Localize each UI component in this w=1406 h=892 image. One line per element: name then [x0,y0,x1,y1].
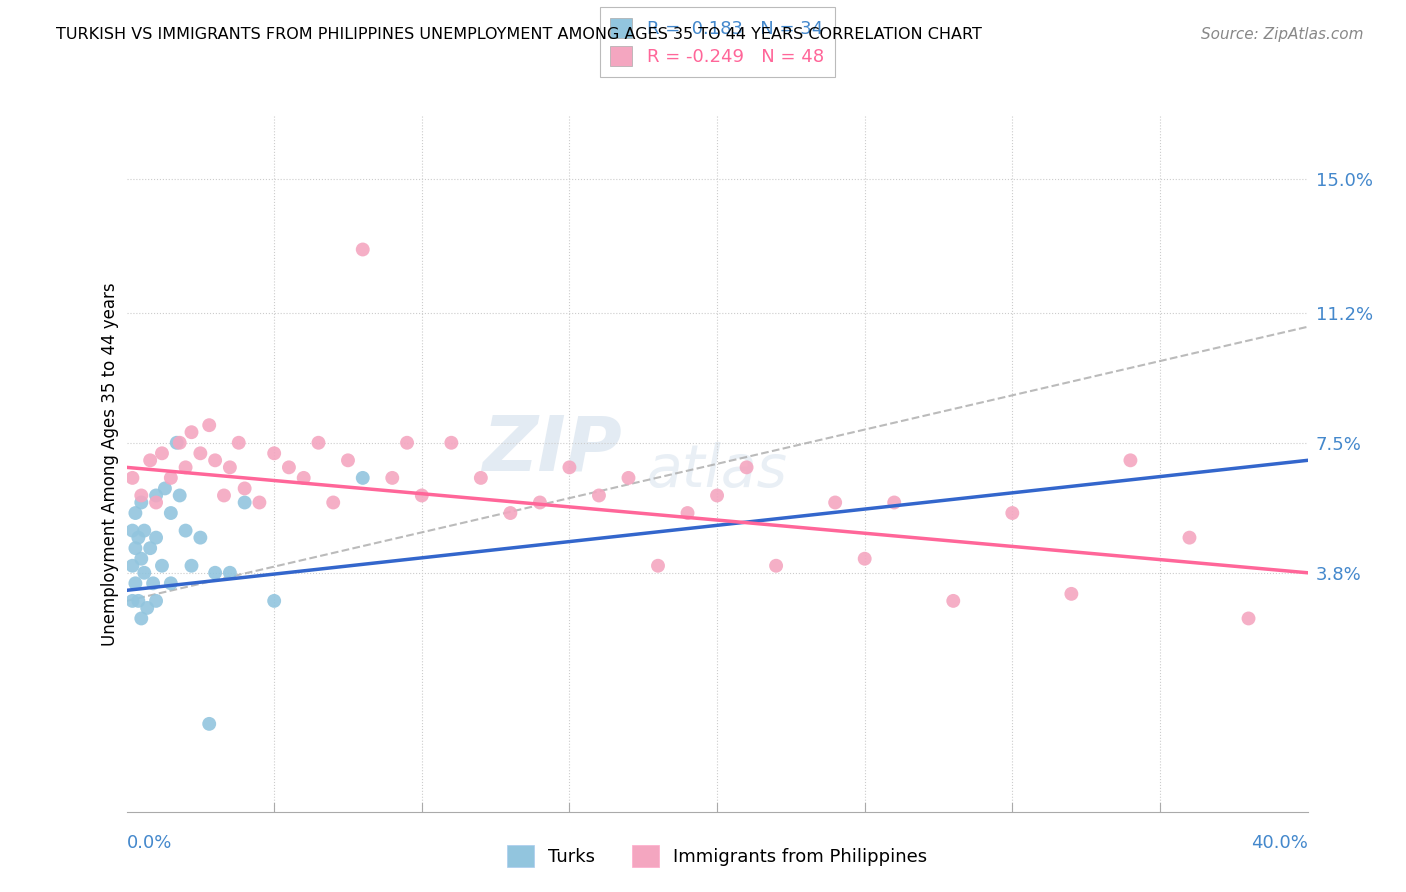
Text: atlas: atlas [647,442,787,500]
Text: 40.0%: 40.0% [1251,834,1308,852]
Point [180,425,202,440]
Point [204,566,226,580]
Point [470,471,492,485]
Point [159,506,183,520]
Point [129,495,153,509]
Legend: Turks, Immigrants from Philippines: Turks, Immigrants from Philippines [499,838,935,874]
Point [180,558,202,573]
Point [824,495,846,509]
Point [219,460,242,475]
Point [706,488,728,502]
Point [169,488,191,502]
Point [337,453,360,467]
Point [247,495,270,509]
Point [134,566,156,580]
Point [198,717,221,731]
Point [121,594,143,608]
Point [853,551,876,566]
Point [1001,506,1024,520]
Point [188,446,211,460]
Text: ZIP: ZIP [482,413,623,487]
Point [765,558,787,573]
Point [212,488,235,502]
Point [228,435,250,450]
Point [263,446,285,460]
Point [396,435,419,450]
Point [352,243,374,257]
Point [145,594,167,608]
Point [174,524,197,538]
Point [124,541,146,556]
Y-axis label: Unemployment Among Ages 35 to 44 years: Unemployment Among Ages 35 to 44 years [101,282,120,646]
Point [322,495,344,509]
Point [145,488,167,502]
Point [1119,453,1142,467]
Point [233,495,256,509]
Point [278,460,301,475]
Point [121,524,143,538]
Text: Source: ZipAtlas.com: Source: ZipAtlas.com [1201,27,1364,42]
Point [1237,611,1260,625]
Point [352,471,374,485]
Point [233,482,256,496]
Point [139,541,162,556]
Point [145,495,167,509]
Point [1060,587,1083,601]
Point [174,460,197,475]
Point [529,495,551,509]
Point [153,482,176,496]
Point [647,558,669,573]
Legend: R =  0.183   N = 34, R = -0.249   N = 48: R = 0.183 N = 34, R = -0.249 N = 48 [599,7,835,78]
Point [129,488,153,502]
Point [150,558,173,573]
Point [411,488,433,502]
Point [121,558,143,573]
Point [1178,531,1201,545]
Point [617,471,640,485]
Point [440,435,463,450]
Point [735,460,758,475]
Point [129,551,153,566]
Point [121,471,143,485]
Point [139,453,162,467]
Point [145,531,167,545]
Point [558,460,581,475]
Point [198,418,221,433]
Point [142,576,165,591]
Point [124,576,146,591]
Point [134,524,156,538]
Point [307,435,329,450]
Point [499,506,522,520]
Point [883,495,905,509]
Point [127,594,149,608]
Point [676,506,699,520]
Point [136,601,159,615]
Point [129,611,153,625]
Point [166,435,188,450]
Point [204,453,226,467]
Point [188,531,211,545]
Point [942,594,965,608]
Point [150,446,173,460]
Point [169,435,191,450]
Text: 0.0%: 0.0% [127,834,172,852]
Point [263,594,285,608]
Point [588,488,610,502]
Text: TURKISH VS IMMIGRANTS FROM PHILIPPINES UNEMPLOYMENT AMONG AGES 35 TO 44 YEARS CO: TURKISH VS IMMIGRANTS FROM PHILIPPINES U… [56,27,983,42]
Point [127,531,149,545]
Point [292,471,315,485]
Point [159,576,183,591]
Point [159,471,183,485]
Point [219,566,242,580]
Point [381,471,404,485]
Point [124,506,146,520]
